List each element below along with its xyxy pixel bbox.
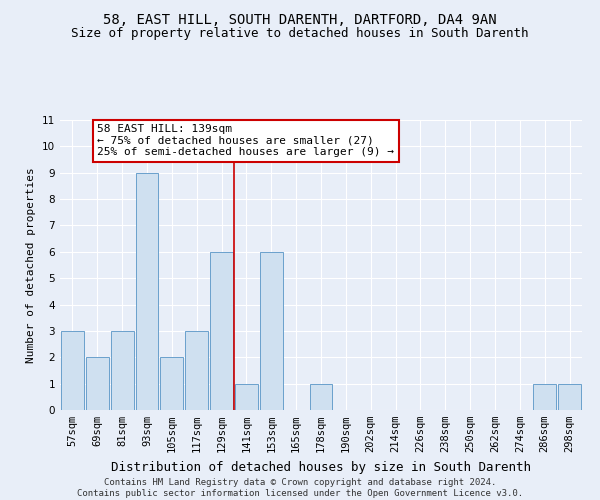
Bar (558, 384, 581, 410)
Bar (61, 331, 84, 410)
Text: 58 EAST HILL: 139sqm
← 75% of detached houses are smaller (27)
25% of semi-detac: 58 EAST HILL: 139sqm ← 75% of detached h… (97, 124, 394, 157)
Bar (185, 331, 208, 410)
Bar (235, 384, 258, 410)
Bar (136, 172, 158, 410)
Y-axis label: Number of detached properties: Number of detached properties (26, 167, 37, 363)
Bar (86, 358, 109, 410)
Bar (210, 252, 233, 410)
Bar (310, 384, 332, 410)
X-axis label: Distribution of detached houses by size in South Darenth: Distribution of detached houses by size … (111, 460, 531, 473)
Text: Size of property relative to detached houses in South Darenth: Size of property relative to detached ho… (71, 28, 529, 40)
Bar (533, 384, 556, 410)
Text: Contains HM Land Registry data © Crown copyright and database right 2024.
Contai: Contains HM Land Registry data © Crown c… (77, 478, 523, 498)
Text: 58, EAST HILL, SOUTH DARENTH, DARTFORD, DA4 9AN: 58, EAST HILL, SOUTH DARENTH, DARTFORD, … (103, 12, 497, 26)
Bar (160, 358, 183, 410)
Bar (111, 331, 134, 410)
Bar (260, 252, 283, 410)
